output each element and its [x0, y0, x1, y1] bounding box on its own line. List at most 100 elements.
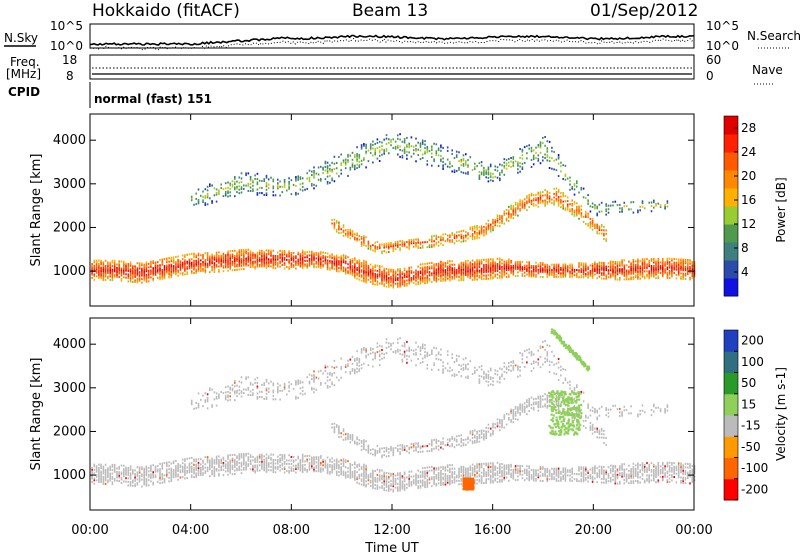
velocity-cell	[301, 465, 304, 468]
power-cell	[453, 242, 456, 245]
power-cell	[281, 250, 284, 252]
power-cell	[510, 265, 512, 268]
power-cell	[655, 202, 657, 205]
power-cell	[446, 270, 449, 273]
power-cell	[408, 266, 410, 269]
power-cell	[478, 229, 481, 232]
power-cell	[458, 272, 460, 275]
power-cell	[612, 260, 614, 263]
power-cell	[458, 268, 460, 271]
power-cell	[431, 235, 433, 238]
power-cell	[487, 224, 490, 227]
velocity-cell	[292, 456, 295, 458]
velocity-cell	[243, 466, 245, 469]
power-cell	[632, 264, 635, 266]
velocity-cell	[258, 460, 261, 463]
power-cell	[426, 246, 429, 249]
power-cell	[168, 257, 170, 260]
velocity-cell	[374, 484, 376, 486]
velocity-cell	[265, 389, 268, 392]
power-cell	[349, 154, 352, 157]
velocity-cell	[279, 389, 281, 392]
power-cell	[494, 165, 496, 168]
power-cell	[458, 270, 460, 273]
power-cell	[492, 275, 494, 278]
power-cell	[487, 219, 490, 222]
power-cell	[215, 200, 218, 203]
velocity-cell	[93, 463, 96, 466]
velocity-cell	[344, 364, 347, 367]
power-cell	[397, 282, 399, 285]
power-cell	[222, 195, 225, 198]
power-cell	[342, 266, 345, 269]
power-cell	[505, 262, 508, 265]
power-cell	[403, 139, 406, 142]
power-cell	[673, 266, 675, 269]
power-cell	[390, 144, 392, 147]
power-cell	[664, 263, 666, 266]
power-cell	[528, 199, 530, 202]
velocity-cell	[333, 429, 336, 432]
power-cell	[358, 266, 361, 269]
velocity-cell	[279, 398, 281, 401]
power-cell	[512, 266, 515, 269]
power-cell	[641, 270, 644, 273]
power-cell	[351, 266, 354, 269]
velocity-cell	[311, 461, 313, 464]
power-cell	[132, 277, 134, 280]
velocity-cell	[354, 470, 356, 473]
power-cell	[107, 265, 109, 267]
power-cell	[177, 271, 179, 274]
power-cell	[505, 167, 508, 170]
power-cell	[555, 267, 558, 270]
velocity-cell	[91, 470, 93, 473]
velocity-cell	[365, 471, 367, 474]
power-cell	[467, 164, 469, 167]
power-cell	[578, 217, 580, 220]
velocity-cell	[367, 353, 370, 356]
power-cell	[630, 278, 632, 281]
velocity-cell	[274, 471, 277, 474]
velocity-cell	[193, 407, 195, 410]
velocity-cell	[279, 466, 281, 469]
power-cell	[227, 181, 229, 184]
power-cell	[616, 261, 619, 264]
power-cell	[258, 265, 261, 268]
velocity-cell	[342, 433, 345, 436]
power-cell	[168, 272, 170, 275]
power-cell	[120, 271, 123, 273]
power-cell	[129, 273, 132, 276]
velocity-cell	[394, 486, 397, 489]
velocity-cell	[288, 386, 290, 389]
velocity-cell	[354, 360, 356, 362]
power-cell	[283, 253, 286, 256]
power-cell	[335, 259, 338, 262]
power-cell	[234, 269, 236, 271]
power-cell	[501, 269, 503, 272]
power-cell	[437, 264, 440, 267]
power-cell	[326, 170, 329, 173]
velocity-cell	[215, 404, 218, 407]
power-cell	[358, 259, 361, 262]
power-cell	[510, 216, 512, 219]
power-cell	[451, 149, 453, 152]
power-cell	[245, 259, 247, 262]
power-cell	[401, 283, 404, 286]
power-cell	[499, 177, 501, 180]
power-cell	[311, 250, 313, 253]
power-cell	[480, 271, 483, 274]
power-cell	[335, 268, 338, 271]
velocity-cell	[202, 468, 204, 471]
velocity-cell	[188, 469, 191, 472]
power-cell	[609, 269, 612, 272]
power-cell	[238, 249, 241, 252]
power-cell	[526, 261, 528, 264]
power-cell	[322, 263, 324, 266]
power-cell	[209, 262, 211, 265]
power-cell	[374, 149, 376, 152]
velocity-cell	[263, 460, 265, 463]
power-cell	[476, 262, 478, 265]
velocity-cell	[256, 376, 259, 379]
power-cell	[632, 271, 635, 273]
velocity-cell	[95, 468, 98, 471]
